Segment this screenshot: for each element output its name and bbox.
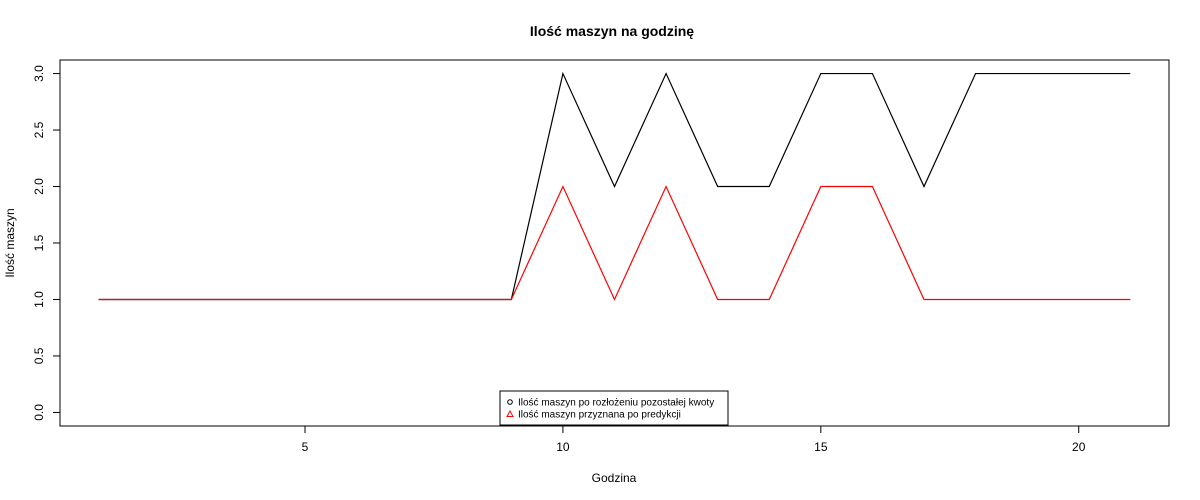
legend: Ilość maszyn po rozłożeniu pozostałej kw… xyxy=(499,390,729,426)
series-group xyxy=(98,71,1131,301)
y-tick-label-1: 0.5 xyxy=(32,347,46,364)
x-axis: 5 10 15 20 xyxy=(302,426,1086,454)
x-tick-label-0: 5 xyxy=(302,440,309,454)
chart-title: Ilość maszyn na godzinę xyxy=(530,23,694,39)
y-axis-label: Ilość maszyn xyxy=(3,208,17,277)
y-tick-label-3: 1.5 xyxy=(32,234,46,251)
legend-marker-triangle xyxy=(506,409,514,417)
legend-box xyxy=(499,390,729,426)
legend-entry-0: Ilość maszyn po rozłożeniu pozostałej kw… xyxy=(518,398,714,409)
series-line-0 xyxy=(98,71,1131,301)
x-tick-label-1: 10 xyxy=(556,440,570,454)
y-tick-label-4: 2.0 xyxy=(32,178,46,195)
legend-marker-circle xyxy=(507,399,513,405)
x-tick-label-2: 15 xyxy=(814,440,828,454)
y-tick-label-2: 1.0 xyxy=(32,291,46,308)
legend-entry-1: Ilość maszyn przyznana po predykcji xyxy=(518,410,681,421)
y-tick-label-5: 2.5 xyxy=(32,121,46,138)
series-line-1 xyxy=(98,185,1131,301)
x-tick-label-3: 20 xyxy=(1072,440,1086,454)
y-tick-label-0: 0.0 xyxy=(32,404,46,421)
y-tick-label-6: 3.0 xyxy=(32,65,46,82)
plot-frame xyxy=(59,59,1170,427)
x-axis-label: Godzina xyxy=(592,471,637,485)
y-axis: 0.0 0.5 1.0 1.5 2.0 2.5 3.0 xyxy=(32,65,60,421)
